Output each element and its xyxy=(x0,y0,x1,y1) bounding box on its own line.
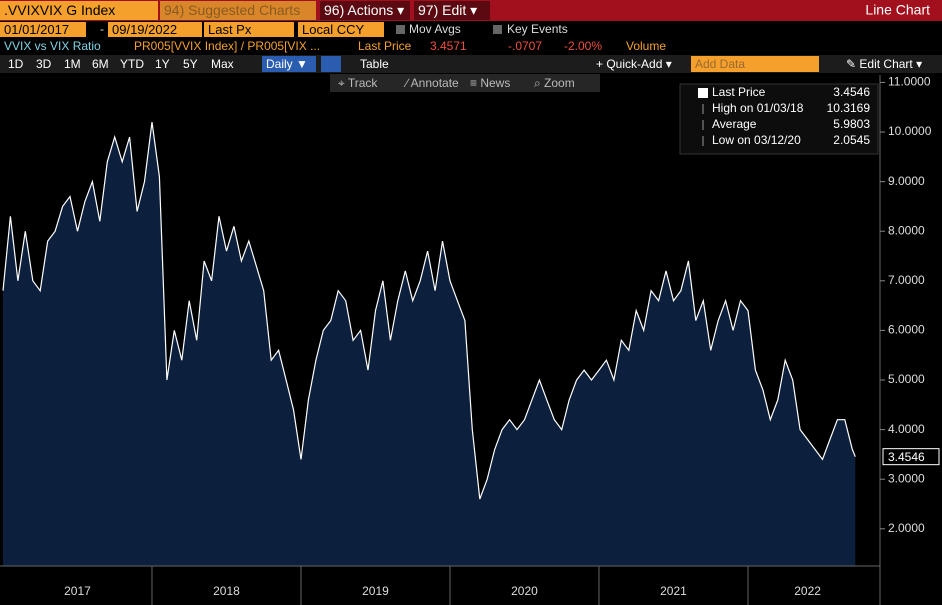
period-button[interactable]: 1D xyxy=(8,57,24,71)
volume: Volume xyxy=(626,39,666,53)
suggested-charts[interactable]: 94) Suggested Charts xyxy=(164,2,300,18)
period-button[interactable]: 5Y xyxy=(183,57,198,71)
last-price: 3.4571 xyxy=(430,39,467,53)
frequency[interactable]: Daily ▼ xyxy=(266,57,308,71)
y-tick-label: 7.0000 xyxy=(888,273,925,287)
quick-add[interactable]: + Quick-Add ▾ xyxy=(596,57,672,71)
period-button[interactable]: 6M xyxy=(92,57,109,71)
last-price-label: Last Price xyxy=(358,39,412,53)
y-tick-label: 6.0000 xyxy=(888,323,925,337)
x-tick-label: 2017 xyxy=(64,584,91,598)
last-value-tag xyxy=(882,448,940,466)
ratio-name: VVIX vs VIX Ratio xyxy=(4,39,101,53)
legend-label: Low on 03/12/20 xyxy=(712,133,801,147)
period-button-box[interactable] xyxy=(207,56,240,72)
period-button-box[interactable] xyxy=(32,56,58,72)
date-dash: - xyxy=(100,22,104,36)
legend-box xyxy=(679,83,879,155)
tool-strip xyxy=(330,74,600,92)
legend-label: Last Price xyxy=(712,85,766,99)
suggested-charts-box[interactable] xyxy=(160,1,316,20)
y-tick-label: 11.0000 xyxy=(888,75,931,89)
legend-value: 5.9803 xyxy=(833,117,870,131)
period-button-box[interactable] xyxy=(179,56,205,72)
y-tick-label: 2.0000 xyxy=(888,521,925,535)
currency-box[interactable] xyxy=(298,22,384,37)
legend-label: High on 01/03/18 xyxy=(712,101,804,115)
x-tick-label: 2022 xyxy=(794,584,821,598)
formula: PR005[VVIX Index] / PR005[VIX ... xyxy=(134,39,320,53)
add-data-box[interactable] xyxy=(691,56,819,72)
tool-button[interactable]: ∕ Annotate xyxy=(403,76,459,90)
change: -.0707 xyxy=(508,39,542,53)
mov-avgs[interactable]: Mov Avgs xyxy=(409,22,461,36)
line xyxy=(2,122,856,500)
period-button[interactable]: Max xyxy=(211,57,234,71)
y-tick-label: 8.0000 xyxy=(888,223,925,237)
x-tick-label: 2019 xyxy=(362,584,389,598)
key-events[interactable]: Key Events xyxy=(507,22,568,36)
quick-add-box[interactable] xyxy=(592,56,686,72)
actions-menu[interactable]: 96) Actions ▾ xyxy=(324,2,404,18)
period-button[interactable]: YTD xyxy=(120,57,144,71)
y-tick-label: 10.0000 xyxy=(888,124,932,138)
legend-swatch xyxy=(698,88,708,98)
x-tick-label: 2021 xyxy=(660,584,687,598)
y-tick-label: 5.0000 xyxy=(888,372,925,386)
start-date[interactable]: 01/01/2017 xyxy=(4,22,69,37)
table-button-box[interactable] xyxy=(356,56,406,72)
edit-chart-box[interactable] xyxy=(842,56,942,72)
ticker[interactable]: .VVIXVIX G Index xyxy=(4,2,115,18)
edit-menu[interactable]: 97) Edit ▾ xyxy=(418,2,477,18)
edit-chart[interactable]: ✎ Edit Chart ▾ xyxy=(846,57,922,71)
edit-menu-box[interactable] xyxy=(414,1,490,20)
y-tick-label: 4.0000 xyxy=(888,422,925,436)
checkbox[interactable] xyxy=(396,25,405,34)
table-button[interactable]: Table xyxy=(360,57,389,71)
tool-button[interactable]: ≡ News xyxy=(470,76,510,90)
legend-value: 3.4546 xyxy=(833,85,870,99)
period-button[interactable]: 3D xyxy=(36,57,52,71)
tool-button[interactable]: ⌖ Track xyxy=(338,76,378,90)
x-tick-label: 2018 xyxy=(213,584,240,598)
period-button[interactable]: 1Y xyxy=(155,57,170,71)
field[interactable]: Last Px xyxy=(208,22,252,37)
tool-button[interactable]: ⌕ Zoom xyxy=(534,76,575,90)
legend-value: 2.0545 xyxy=(833,133,870,147)
checkbox[interactable] xyxy=(493,25,502,34)
area xyxy=(3,122,856,566)
legend-label: Average xyxy=(712,117,757,131)
view-name: Line Chart xyxy=(865,2,930,18)
legend-value: 10.3169 xyxy=(827,101,871,115)
end-date-box[interactable] xyxy=(108,22,202,37)
ticker-box[interactable] xyxy=(0,1,158,20)
period-button-box[interactable] xyxy=(88,56,114,72)
frequency-box[interactable] xyxy=(262,56,316,72)
chart-icon[interactable] xyxy=(321,56,341,72)
period-button-box[interactable] xyxy=(4,56,30,72)
y-tick-label: 3.0000 xyxy=(888,471,925,485)
y-tick-label: 9.0000 xyxy=(888,174,925,188)
currency[interactable]: Local CCY xyxy=(302,22,364,37)
period-button-box[interactable] xyxy=(116,56,149,72)
period-button-box[interactable] xyxy=(151,56,177,72)
end-date[interactable]: 09/19/2022 xyxy=(112,22,177,37)
actions-menu-box[interactable] xyxy=(320,1,410,20)
last-value-label: 3.4546 xyxy=(888,450,925,464)
x-tick-label: 2020 xyxy=(511,584,538,598)
change-pct: -2.00% xyxy=(564,39,602,53)
field-box[interactable] xyxy=(204,22,294,37)
period-button-box[interactable] xyxy=(60,56,86,72)
period-button[interactable]: 1M xyxy=(64,57,81,71)
start-date-box[interactable] xyxy=(0,22,86,37)
add-data[interactable]: Add Data xyxy=(695,57,745,71)
